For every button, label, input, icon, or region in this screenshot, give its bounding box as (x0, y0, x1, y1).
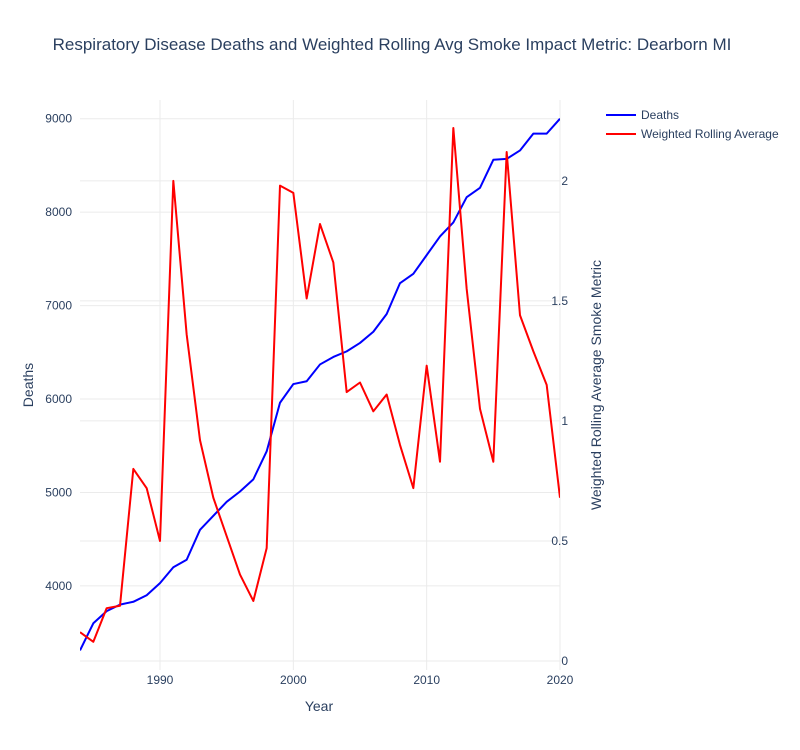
y2-axis-ticks: 0 0.5 1 1.5 2 (551, 174, 568, 668)
x-axis-ticks: 1990 2000 2010 2020 (147, 673, 574, 687)
y-tick-label: 5000 (45, 485, 72, 499)
legend-item-label: Weighted Rolling Average (641, 127, 779, 141)
y-tick-label: 9000 (45, 112, 72, 126)
x-axis-label: Year (305, 698, 334, 714)
series-lines (80, 118, 560, 651)
y-axis-ticks: 4000 5000 6000 7000 8000 9000 (45, 112, 72, 593)
y-axis-label: Deaths (20, 363, 36, 407)
y2-tick-label: 0.5 (551, 534, 568, 548)
y-tick-label: 4000 (45, 579, 72, 593)
y2-tick-label: 1 (561, 414, 568, 428)
y-tick-label: 7000 (45, 299, 72, 313)
y2-axis-label: Weighted Rolling Average Smoke Metric (588, 260, 604, 510)
y-tick-label: 8000 (45, 205, 72, 219)
series-line-weighted-rolling-average (80, 127, 560, 643)
y2-tick-label: 0 (561, 654, 568, 668)
y-tick-label: 6000 (45, 392, 72, 406)
legend-item-label: Deaths (641, 108, 679, 122)
y2-tick-label: 1.5 (551, 294, 568, 308)
x-tick-label: 2020 (547, 673, 574, 687)
x-tick-label: 2010 (413, 673, 440, 687)
chart-title: Respiratory Disease Deaths and Weighted … (53, 35, 732, 54)
x-tick-label: 2000 (280, 673, 307, 687)
legend: Deaths Weighted Rolling Average (606, 108, 779, 141)
x-tick-label: 1990 (147, 673, 174, 687)
series-line-deaths (80, 118, 560, 651)
grid (80, 100, 561, 670)
y2-tick-label: 2 (561, 174, 568, 188)
